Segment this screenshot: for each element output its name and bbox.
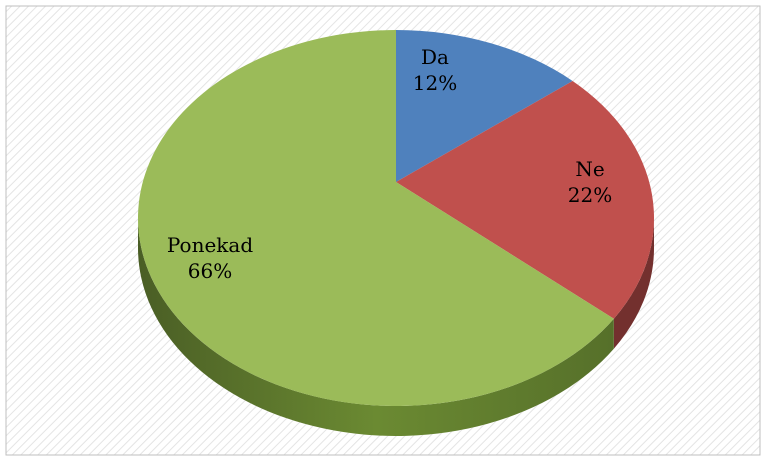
label-value: 22% [568,183,612,207]
label-name: Ne [575,157,604,181]
data-label: Da 12% [413,45,457,95]
slice-side [138,218,614,436]
label-name: Da [421,45,449,69]
pie: Da 12% Ne 22% Ponekad 66% [137,30,654,436]
slice [137,30,614,407]
data-label: Ne 22% [568,157,612,207]
label-value: 12% [413,71,457,95]
slice [396,80,654,319]
slice [396,30,573,182]
label-value: 66% [188,259,232,283]
data-label: Ponekad 66% [167,233,253,283]
label-name: Ponekad [167,233,253,257]
slice-side [613,218,654,349]
